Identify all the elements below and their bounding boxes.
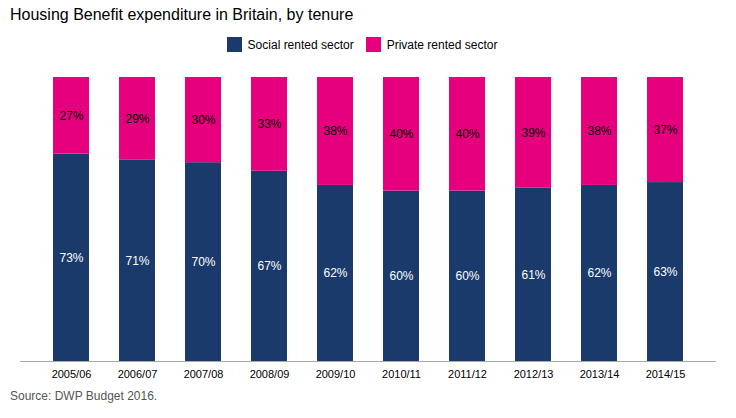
svg-text:2005/06: 2005/06: [52, 368, 92, 380]
svg-text:62%: 62%: [587, 266, 611, 280]
svg-text:61%: 61%: [521, 268, 545, 282]
svg-text:33%: 33%: [257, 117, 281, 131]
html-text:Private rented sector: Private rented sector: [386, 37, 498, 52]
svg-text:29%: 29%: [125, 112, 149, 126]
svg-text:2006/07: 2006/07: [118, 368, 158, 380]
svg-text:71%: 71%: [125, 254, 149, 268]
svg-text:63%: 63%: [653, 265, 677, 279]
svg-text:40%: 40%: [455, 127, 479, 141]
svg-text:2010/11: 2010/11: [382, 368, 421, 380]
html-text:Housing Benefit expenditure in: Housing Benefit expenditure in Britain, …: [10, 6, 354, 23]
svg-text:2008/09: 2008/09: [250, 368, 290, 380]
svg-text:67%: 67%: [257, 259, 281, 273]
html-text:Social rented sector: Social rented sector: [247, 37, 354, 52]
svg-text:60%: 60%: [455, 269, 479, 283]
svg-text:2007/08: 2007/08: [184, 368, 224, 380]
svg-text:2014/15: 2014/15: [646, 368, 686, 380]
svg-text:2012/13: 2012/13: [514, 368, 554, 380]
svg-text:62%: 62%: [323, 266, 347, 280]
svg-text:2011/12: 2011/12: [448, 368, 487, 380]
html-text:Source: DWP Budget 2016.: Source: DWP Budget 2016.: [10, 389, 158, 403]
svg-text:27%: 27%: [59, 109, 83, 123]
svg-text:2009/10: 2009/10: [316, 368, 356, 380]
svg-text:37%: 37%: [653, 123, 677, 137]
svg-text:40%: 40%: [389, 127, 413, 141]
svg-text:70%: 70%: [191, 255, 215, 269]
svg-text:2013/14: 2013/14: [580, 368, 620, 380]
svg-text:60%: 60%: [389, 269, 413, 283]
svg-text:38%: 38%: [587, 124, 611, 138]
svg-text:38%: 38%: [323, 124, 347, 138]
svg-text:73%: 73%: [59, 251, 83, 265]
svg-text:30%: 30%: [191, 113, 215, 127]
svg-text:39%: 39%: [521, 126, 545, 140]
